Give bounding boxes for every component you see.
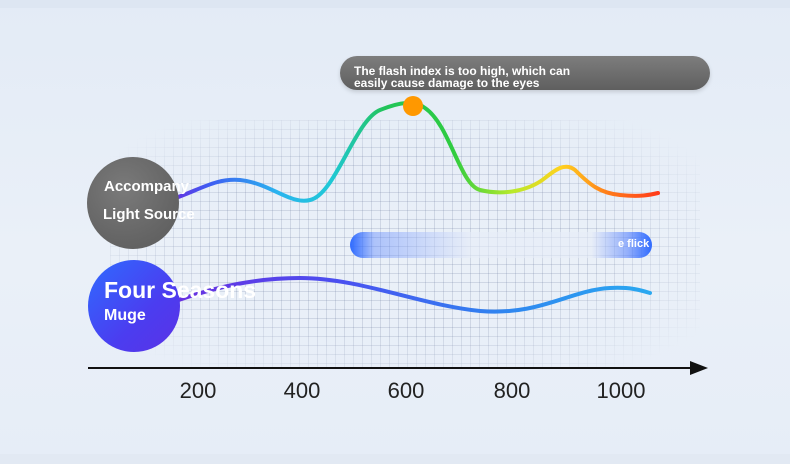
series-blue-line [168,275,652,314]
light-source-label: Light Source [103,206,195,223]
x-tick-label: 400 [283,378,321,403]
x-axis-arrow [690,361,708,375]
four-seasons-muge-badge [88,260,180,352]
x-tick-label: 200 [179,378,217,403]
series-rainbow-line [168,101,660,203]
accompany-label: Accompany [104,178,190,195]
tooltip-line-1: The flash index is too high, which can [354,64,571,78]
top-band [0,0,790,8]
four-seasons-label: Four Seasons [104,277,257,303]
accompany-light-source-badge [87,157,179,249]
tooltip-line-2: easily cause damage to the eyes [354,76,540,90]
flash-warning-tooltip: The flash index is too high, which can e… [340,56,710,90]
x-tick-label: 600 [387,378,425,403]
tooltip-text: The flash index is too high, which can e… [354,65,644,89]
x-tick-label: 1000 [596,378,646,403]
highlight-marker [403,96,423,116]
x-tick-label: 800 [493,378,531,403]
flicker-indicator-bar [350,232,652,258]
muge-label: Muge [104,307,146,324]
flicker-label: e flick [618,238,650,250]
bottom-band [0,454,790,464]
